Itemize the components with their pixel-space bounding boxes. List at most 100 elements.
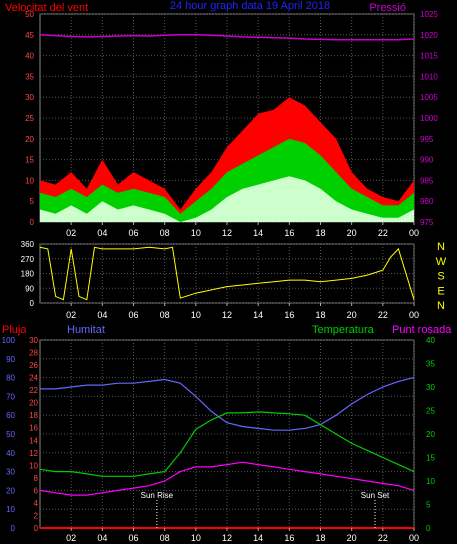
wind-pressure-chart: 0510152025303540455097598098599099510001… <box>25 10 438 238</box>
wind-speed-label: Velocitat del vent <box>5 2 88 14</box>
x-tick-label: 08 <box>160 310 170 320</box>
humidity-tick-label: 100 <box>2 336 16 345</box>
right-tick-label: 1010 <box>420 72 438 81</box>
right-tick-label: 985 <box>420 176 434 185</box>
humidity-tick-label: 40 <box>6 449 15 458</box>
x-tick-label: 04 <box>97 228 107 238</box>
temperature-tick-label: 10 <box>426 477 435 486</box>
x-tick-label: 14 <box>253 533 263 543</box>
x-tick-label: 06 <box>128 310 138 320</box>
left-tick-label: 270 <box>21 255 35 264</box>
temperature-tick-label: 20 <box>426 430 435 439</box>
rain-tick-label: 14 <box>29 436 38 445</box>
right-tick-label: 1025 <box>420 10 438 19</box>
temperature-tick-label: 35 <box>426 360 435 369</box>
rain-tick-label: 4 <box>34 499 39 508</box>
rain-tick-label: 0 <box>34 524 39 533</box>
humidity-tick-label: 30 <box>6 468 15 477</box>
x-tick-label: 10 <box>191 228 201 238</box>
x-tick-label: 16 <box>284 310 294 320</box>
temperature-tick-label: 40 <box>426 336 435 345</box>
x-tick-label: 02 <box>66 310 76 320</box>
left-tick-label: 40 <box>25 52 34 61</box>
right-tick-label: 1020 <box>420 31 438 40</box>
right-tick-label: 990 <box>420 156 434 165</box>
right-tick-label: 1000 <box>420 114 438 123</box>
humidity-tick-label: 0 <box>11 524 16 533</box>
compass-letter: S <box>437 271 444 283</box>
humidity-tick-label: 70 <box>6 392 15 401</box>
x-tick-label: 08 <box>160 533 170 543</box>
rain-tick-label: 20 <box>29 399 38 408</box>
left-tick-label: 35 <box>25 72 34 81</box>
rain-tick-label: 22 <box>29 386 38 395</box>
sun-marker-label: Sun Rise <box>141 491 174 500</box>
x-tick-label: 06 <box>128 533 138 543</box>
temperature-label: Temperatura <box>312 324 375 336</box>
dewpoint-label: Punt rosada <box>392 324 452 336</box>
temperature-tick-label: 15 <box>426 454 435 463</box>
x-tick-label: 18 <box>315 228 325 238</box>
compass-letter: W <box>436 256 447 268</box>
left-tick-label: 50 <box>25 10 34 19</box>
rain-tick-label: 12 <box>29 449 38 458</box>
left-tick-label: 15 <box>25 156 34 165</box>
x-tick-label: 06 <box>128 228 138 238</box>
left-tick-label: 45 <box>25 31 34 40</box>
x-tick-label: 12 <box>222 310 232 320</box>
compass-letter: E <box>437 285 444 297</box>
left-tick-label: 30 <box>25 93 34 102</box>
rain-tick-label: 26 <box>29 361 38 370</box>
right-tick-label: 1015 <box>420 52 438 61</box>
x-tick-label: 04 <box>97 533 107 543</box>
right-tick-label: 995 <box>420 135 434 144</box>
temperature-tick-label: 30 <box>426 383 435 392</box>
humidity-tick-label: 90 <box>6 355 15 364</box>
temperature-tick-label: 0 <box>426 524 431 533</box>
x-tick-label: 12 <box>222 228 232 238</box>
x-tick-label: 00 <box>409 310 419 320</box>
x-tick-label: 04 <box>97 310 107 320</box>
pressure-line <box>39 34 415 41</box>
sun-marker-label: Sun Set <box>361 491 390 500</box>
graph-title: 24 hour graph data 19 April 2018 <box>170 0 330 12</box>
humidity-tick-label: 50 <box>6 430 15 439</box>
left-tick-label: 25 <box>25 114 34 123</box>
x-tick-label: 14 <box>253 310 263 320</box>
dewpoint-line <box>39 461 415 496</box>
humidity-tick-label: 60 <box>6 411 15 420</box>
x-tick-label: 20 <box>347 310 357 320</box>
temperature-tick-label: 5 <box>426 501 431 510</box>
wind-min-area <box>40 176 414 222</box>
x-tick-label: 10 <box>191 533 201 543</box>
left-tick-label: 90 <box>25 284 34 293</box>
humidity-tick-label: 20 <box>6 486 15 495</box>
x-tick-label: 22 <box>378 533 388 543</box>
rain-tick-label: 10 <box>29 461 38 470</box>
x-tick-label: 22 <box>378 228 388 238</box>
temperature-line <box>39 411 415 477</box>
temperature-tick-label: 25 <box>426 407 435 416</box>
compass-letter: N <box>437 300 445 312</box>
rain-tick-label: 6 <box>34 486 39 495</box>
rain-tick-label: 8 <box>34 474 39 483</box>
x-tick-label: 08 <box>160 228 170 238</box>
left-tick-label: 5 <box>30 197 35 206</box>
left-tick-label: 0 <box>30 218 35 227</box>
x-tick-label: 20 <box>347 228 357 238</box>
left-tick-label: 0 <box>30 299 35 308</box>
x-tick-label: 14 <box>253 228 263 238</box>
left-tick-label: 20 <box>25 135 34 144</box>
humidity-tick-label: 10 <box>6 505 15 514</box>
x-tick-label: 00 <box>409 533 419 543</box>
x-tick-label: 00 <box>409 228 419 238</box>
humidity-line <box>40 377 415 431</box>
rain-tick-label: 30 <box>29 336 38 345</box>
x-tick-label: 12 <box>222 533 232 543</box>
x-tick-label: 18 <box>315 533 325 543</box>
compass-letter: N <box>437 241 445 253</box>
left-tick-label: 180 <box>21 270 35 279</box>
